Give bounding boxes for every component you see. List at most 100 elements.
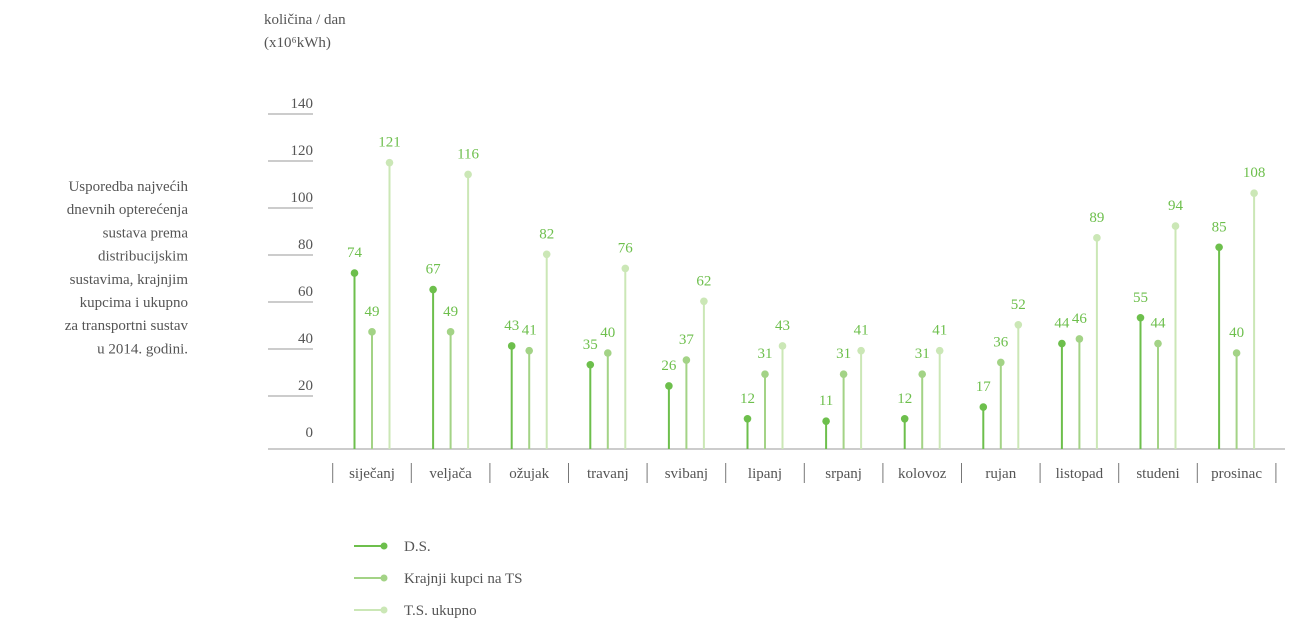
legend-dot	[380, 542, 388, 550]
y-tick-label: 100	[291, 190, 314, 206]
y-axis-label: količina / dan	[264, 12, 346, 28]
lollipop-dot	[979, 403, 988, 411]
lollipop-dot	[761, 370, 769, 378]
value-label: 116	[457, 146, 479, 162]
lollipop-dot	[1250, 189, 1258, 197]
value-label: 49	[365, 304, 380, 320]
y-tick-label: 140	[291, 96, 314, 112]
lollipop-dot	[446, 328, 455, 336]
y-tick-label: 40	[298, 331, 313, 347]
description-line: dnevnih opterećenja	[67, 202, 189, 218]
lollipop-dot	[1136, 313, 1145, 322]
value-label: 121	[378, 135, 401, 151]
value-label: 44	[1054, 316, 1070, 332]
description-line: za transportni sustav	[65, 318, 189, 334]
value-label: 17	[976, 379, 992, 395]
description-line: sustavima, krajnjim	[70, 272, 189, 288]
legend-label: Krajnji kupci na TS	[404, 571, 522, 587]
description-line: Usporedba najvećih	[68, 179, 188, 195]
lollipop-dot	[839, 370, 848, 378]
value-label: 41	[932, 323, 947, 339]
value-label: 12	[897, 391, 912, 407]
value-label: 49	[443, 304, 458, 320]
lollipop-dot	[368, 328, 376, 336]
x-tick-label: kolovoz	[898, 466, 947, 482]
value-label: 26	[661, 358, 677, 374]
lollipop-dot	[1154, 339, 1162, 348]
x-tick-label: travanj	[587, 466, 629, 482]
lollipop-dot	[1215, 243, 1223, 252]
lollipop-dot	[997, 358, 1005, 367]
description-line: sustava prema	[103, 225, 189, 241]
x-tick-label: ožujak	[509, 466, 549, 482]
value-label: 82	[539, 226, 554, 242]
x-tick-label: listopad	[1056, 466, 1104, 482]
value-label: 31	[758, 346, 773, 362]
lollipop-dot	[507, 342, 516, 350]
value-label: 31	[915, 346, 930, 362]
lollipop-dot	[900, 415, 909, 423]
lollipop-dot	[1058, 339, 1066, 348]
value-label: 52	[1011, 297, 1026, 313]
value-label: 41	[854, 323, 869, 339]
x-tick-label: lipanj	[748, 466, 782, 482]
description-line: u 2014. godini.	[97, 341, 188, 357]
y-tick-label: 0	[306, 425, 314, 441]
lollipop-dot	[743, 415, 752, 423]
lollipop-dot	[778, 342, 787, 350]
value-label: 43	[504, 318, 519, 334]
x-tick-label: rujan	[985, 466, 1016, 482]
lollipop-dot	[385, 158, 394, 167]
lollipop-dot	[918, 370, 926, 378]
lollipop-dot	[700, 297, 708, 306]
value-label: 46	[1072, 311, 1088, 327]
value-label: 41	[522, 323, 537, 339]
value-label: 35	[583, 337, 598, 353]
lollipop-dot	[464, 170, 472, 179]
legend-dot	[380, 574, 388, 582]
lollipop-dot	[1075, 335, 1084, 343]
lollipop-dot	[350, 269, 359, 277]
value-label: 36	[993, 334, 1009, 350]
legend-dot	[380, 606, 388, 614]
y-tick-label: 80	[298, 237, 313, 253]
value-label: 85	[1212, 219, 1227, 235]
lollipop-dot	[682, 356, 691, 364]
value-label: 67	[426, 262, 442, 278]
value-label: 40	[600, 325, 615, 341]
lollipop-dot	[429, 285, 437, 294]
value-label: 108	[1243, 165, 1266, 181]
lollipop-dot	[621, 264, 630, 273]
x-tick-label: srpanj	[825, 466, 862, 482]
lollipop-dot	[1232, 349, 1241, 357]
value-label: 62	[696, 273, 711, 289]
value-label: 89	[1089, 210, 1104, 226]
lollipop-dot	[586, 360, 595, 369]
value-label: 94	[1168, 198, 1184, 214]
legend-label: D.S.	[404, 539, 431, 555]
y-tick-label: 20	[298, 378, 313, 394]
value-label: 55	[1133, 290, 1148, 306]
value-label: 31	[836, 346, 851, 362]
value-label: 43	[775, 318, 790, 334]
x-tick-label: prosinac	[1211, 466, 1262, 482]
x-tick-label: svibanj	[665, 466, 708, 482]
lollipop-dot	[1171, 222, 1180, 230]
value-label: 76	[618, 240, 634, 256]
lollipop-dot	[604, 349, 612, 357]
legend-label: T.S. ukupno	[404, 603, 477, 619]
lollipop-dot	[542, 250, 551, 259]
value-label: 44	[1151, 316, 1167, 332]
lollipop-dot	[1093, 234, 1101, 242]
value-label: 12	[740, 391, 755, 407]
y-axis-label: (x10⁶kWh)	[264, 35, 331, 51]
y-tick-label: 120	[291, 143, 314, 159]
value-label: 40	[1229, 325, 1244, 341]
y-tick-label: 60	[298, 284, 313, 300]
lollipop-dot	[857, 346, 865, 355]
lollipop-dot	[1014, 321, 1023, 329]
description-line: distribucijskim	[98, 249, 188, 265]
x-tick-label: veljača	[429, 466, 472, 482]
value-label: 11	[819, 393, 833, 409]
